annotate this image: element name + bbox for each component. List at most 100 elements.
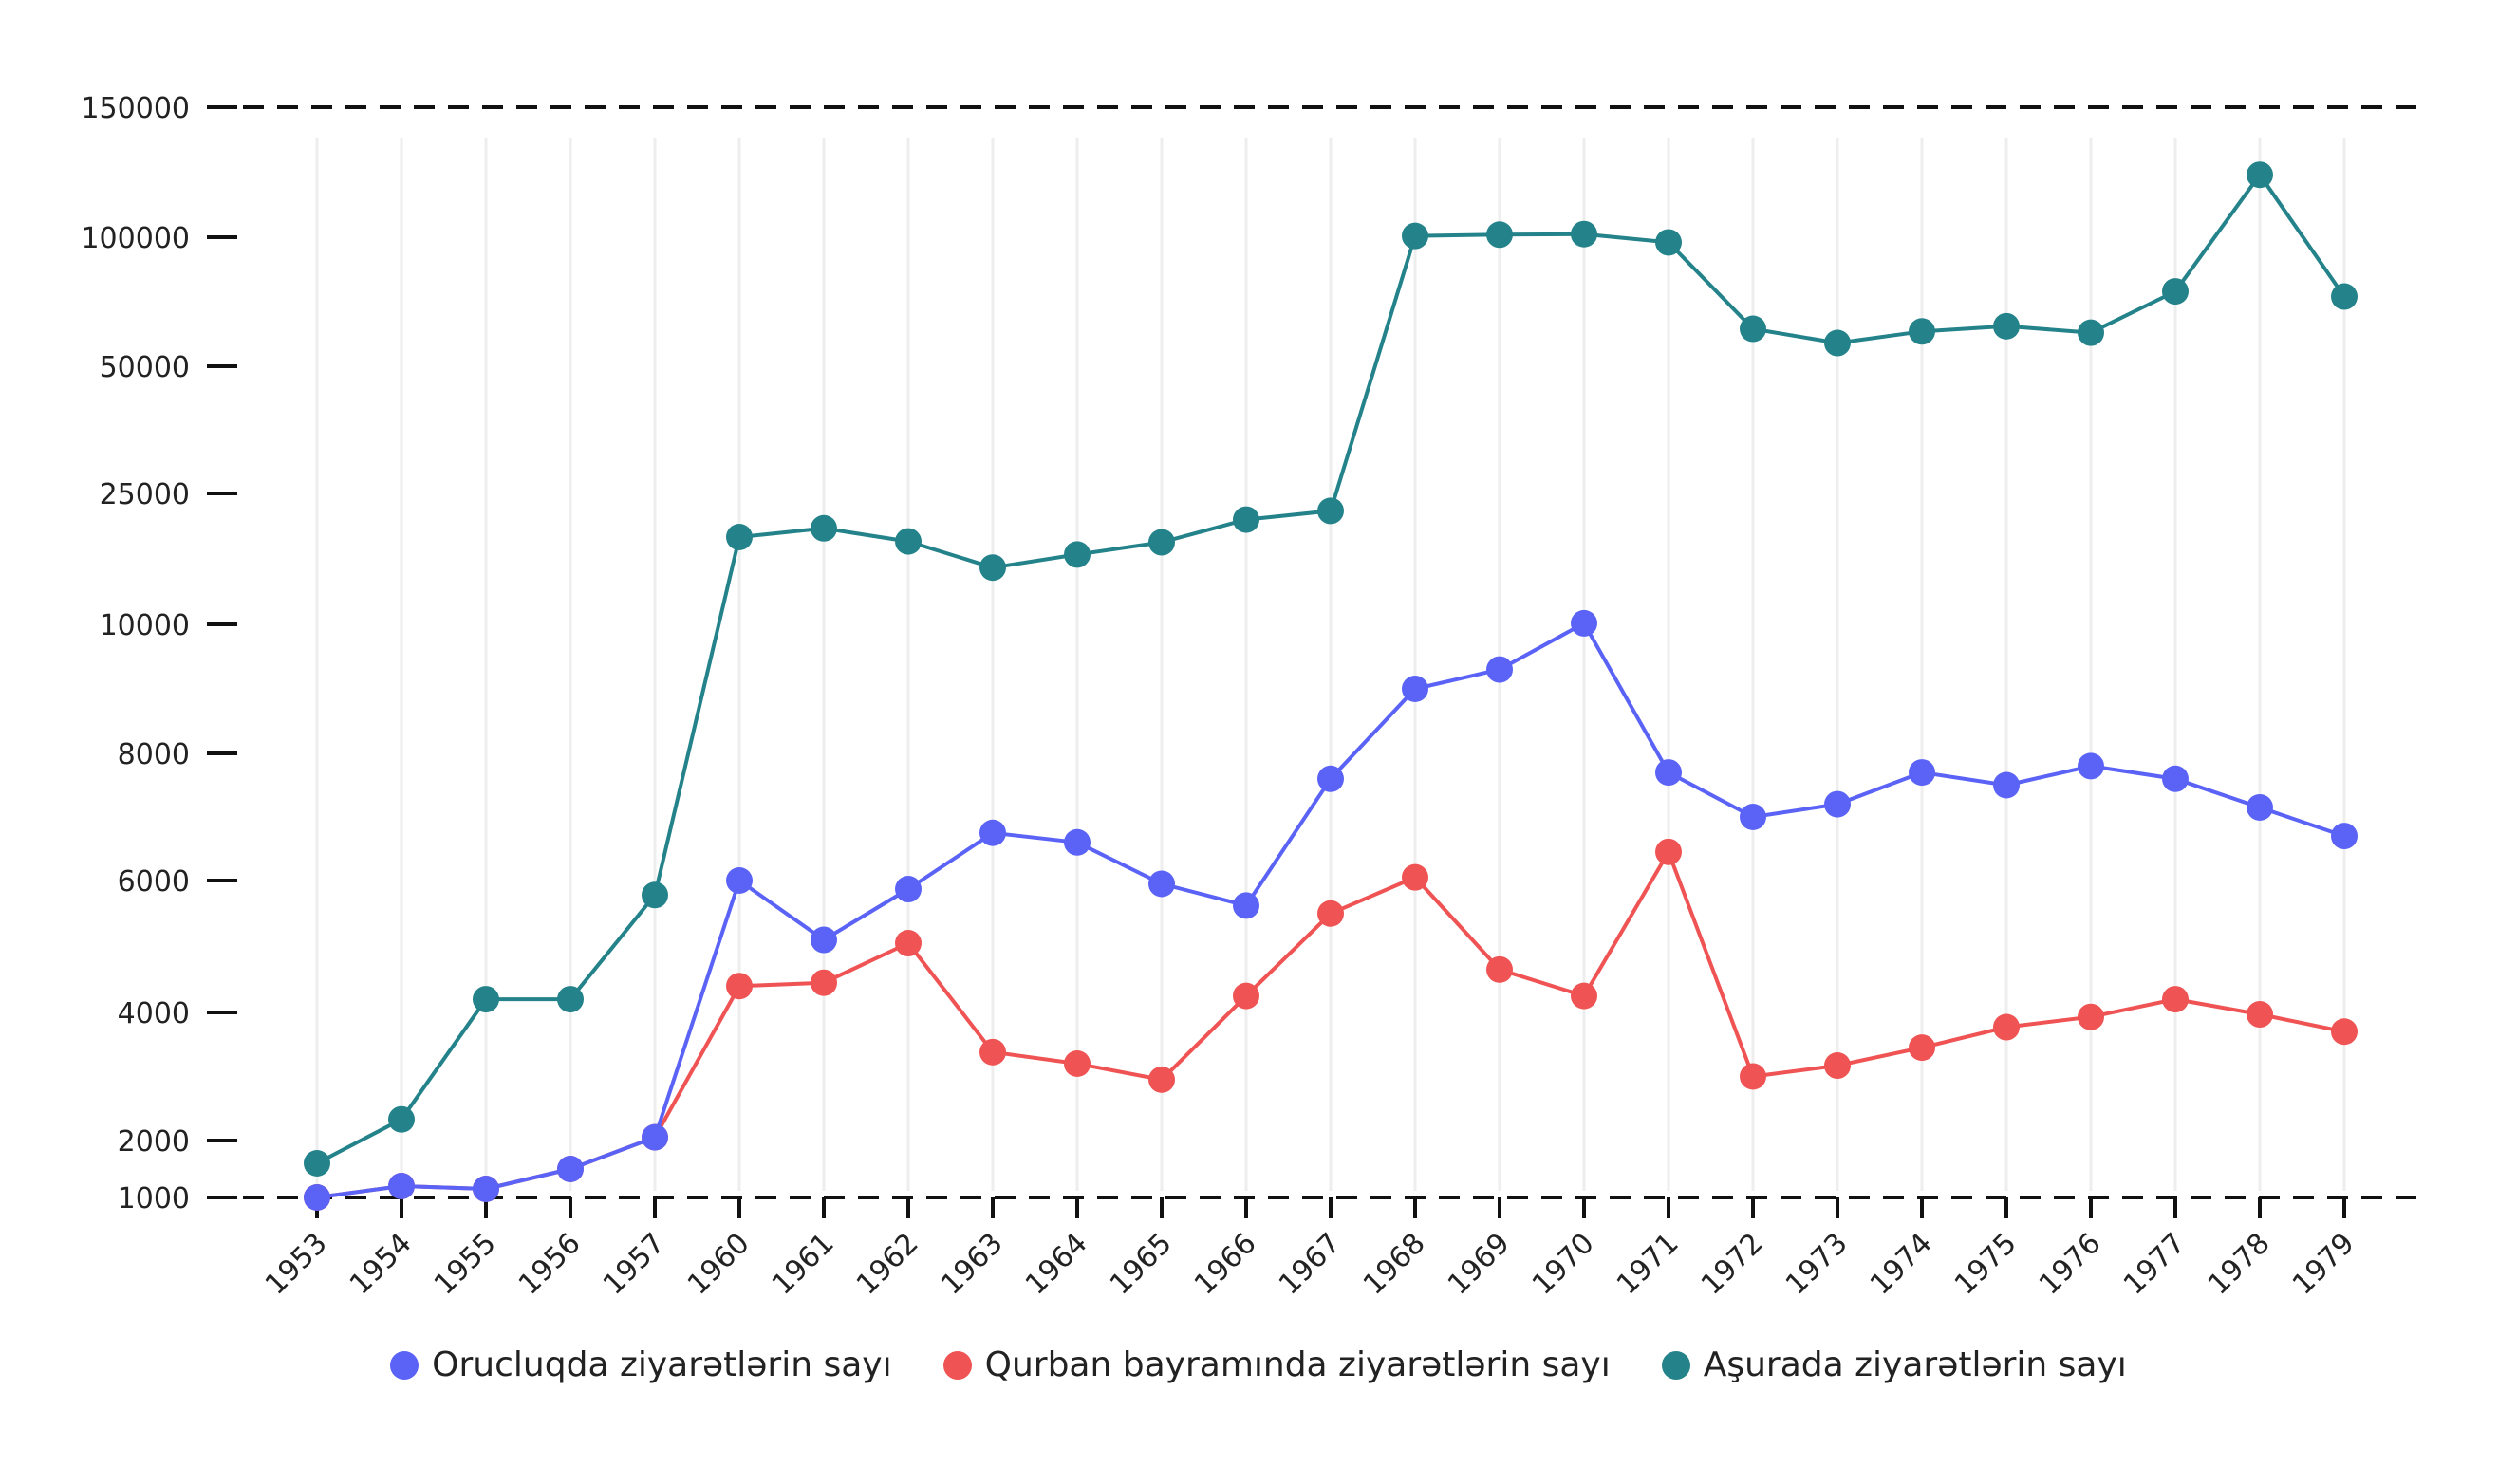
x-tick-label: 1965 [1104,1227,1179,1302]
data-point-asura [1148,529,1175,556]
x-tick-label: 1963 [935,1227,1010,1302]
data-point-qurban [2247,1001,2273,1029]
x-tick-label: 1953 [259,1227,334,1302]
x-tick-label: 1966 [1188,1227,1263,1302]
x-tick-label: 1964 [1019,1227,1094,1302]
data-point-qurban [1233,982,1259,1010]
series-layer [304,161,2358,1211]
x-tick-label: 1978 [2202,1227,2277,1302]
y-tick-label: 4000 [118,997,190,1030]
data-point-oruc [388,1173,415,1199]
data-point-oruc [304,1184,330,1211]
data-point-oruc [1486,656,1513,683]
data-point-qurban [1740,1063,1766,1090]
x-tick-label: 1955 [428,1227,503,1302]
data-point-oruc [1317,765,1344,792]
y-tick-label: 6000 [118,865,190,899]
data-point-asura [895,528,922,555]
x-tick-label: 1962 [850,1227,925,1302]
y-tick-label: 8000 [118,738,190,771]
data-point-oruc [2162,765,2189,792]
axis-layer: 1000 2000 4000 6000 8000 10000 25000 50000 10000… [81,92,2360,1302]
data-point-asura [2078,319,2104,346]
data-point-asura [2247,161,2273,189]
data-point-asura [304,1150,330,1177]
x-tick-label: 1957 [597,1227,672,1302]
data-point-asura [1993,312,2020,340]
legend-marker-asura [1661,1350,1690,1380]
data-point-asura [1740,315,1766,343]
data-point-asura [2162,278,2189,306]
data-point-asura [1317,497,1344,525]
data-point-qurban [2162,986,2189,1013]
y-tick-label: 150000 [81,92,190,125]
data-point-qurban [1148,1066,1175,1093]
legend-item-qurban[interactable]: Qurban bayramında ziyarətlərin sayı [942,1345,1611,1384]
grid-layer [209,105,2430,1199]
data-point-qurban [811,969,837,996]
data-point-oruc [2247,793,2273,821]
data-point-oruc [2331,823,2358,850]
x-tick-label: 1961 [766,1227,841,1302]
data-point-oruc [811,926,837,954]
data-point-asura [2331,283,2358,310]
legend-item-asura[interactable]: Aşurada ziyarətlərin sayı [1661,1345,2127,1384]
legend: Orucluqda ziyarətlərin sayı Qurban bayra… [0,1345,2517,1384]
data-point-qurban [1909,1034,1935,1062]
y-tick-label: 10000 [100,609,190,642]
data-point-asura [388,1105,415,1133]
data-point-asura [557,986,584,1013]
data-point-oruc [1233,892,1259,919]
data-point-oruc [1402,676,1428,702]
y-tick-label: 25000 [100,478,190,511]
data-point-qurban [895,930,922,957]
data-point-asura [642,881,668,909]
data-point-qurban [1402,863,1428,891]
data-point-oruc [1064,828,1091,856]
x-tick-label: 1975 [1948,1227,2023,1302]
x-tick-label: 1967 [1273,1227,1348,1302]
data-point-qurban [1317,900,1344,927]
data-point-qurban [2078,1003,2104,1030]
data-point-oruc [473,1176,499,1202]
data-point-oruc [1655,759,1682,787]
x-tick-label: 1971 [1611,1227,1686,1302]
legend-label-qurban: Qurban bayramında ziyarətlərin sayı [984,1345,1611,1384]
data-point-qurban [1571,982,1597,1010]
data-point-asura [1571,220,1597,248]
data-point-qurban [1824,1052,1851,1080]
data-point-asura [726,524,753,550]
data-point-qurban [2331,1018,2358,1046]
legend-label-oruc: Orucluqda ziyarətlərin sayı [432,1345,892,1384]
data-point-asura [1233,506,1259,533]
legend-label-asura: Aşurada ziyarətlərin sayı [1703,1345,2127,1384]
data-point-asura [979,554,1006,582]
legend-marker-oruc [390,1350,420,1380]
data-point-qurban [1993,1013,2020,1041]
y-tick-label: 100000 [81,222,190,255]
x-tick-label: 1974 [1864,1227,1939,1302]
x-tick-label: 1972 [1695,1227,1770,1302]
data-point-qurban [1486,955,1513,983]
data-point-oruc [1148,870,1175,898]
data-point-oruc [1993,771,2020,799]
data-point-asura [1655,229,1682,256]
y-tick-label: 50000 [100,351,190,384]
data-point-oruc [1909,759,1935,787]
data-point-qurban [1655,838,1682,865]
data-point-oruc [1740,804,1766,830]
x-tick-label: 1976 [2033,1227,2108,1302]
data-point-qurban [726,973,753,1000]
x-tick-label: 1960 [681,1227,756,1302]
data-point-oruc [979,819,1006,846]
data-point-asura [1064,541,1091,568]
data-point-oruc [1571,609,1597,637]
data-point-oruc [2078,752,2104,780]
data-point-asura [473,986,499,1013]
data-point-oruc [726,867,753,894]
x-tick-label: 1973 [1780,1227,1855,1302]
legend-item-oruc[interactable]: Orucluqda ziyarətlərin sayı [390,1345,892,1384]
x-tick-label: 1968 [1357,1227,1432,1302]
x-tick-label: 1970 [1526,1227,1601,1302]
